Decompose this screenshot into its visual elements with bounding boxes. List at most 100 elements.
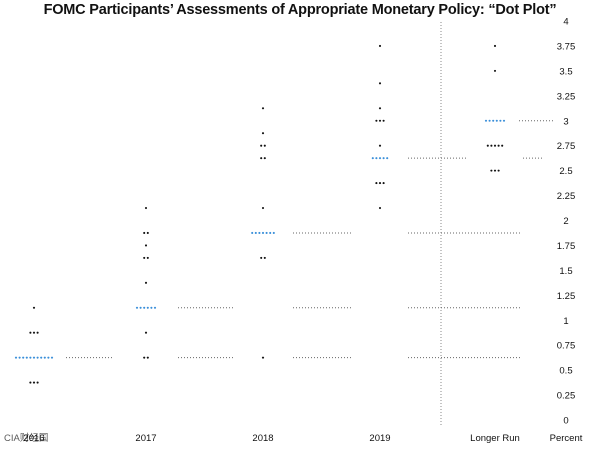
median-dot — [153, 306, 157, 309]
y-tick-label: 1.5 — [559, 266, 572, 277]
participant-dot — [263, 157, 266, 160]
participant-dot — [263, 256, 266, 259]
participant-dot — [146, 256, 149, 259]
participant-dot — [497, 169, 500, 172]
median-dot — [375, 157, 378, 160]
x-category-label: 2017 — [135, 433, 156, 444]
participant-dot — [378, 144, 382, 147]
median-dot — [484, 119, 488, 122]
participant-dot — [378, 107, 382, 110]
participant-dot — [501, 144, 504, 147]
participant-dot — [378, 82, 382, 85]
participant-dot — [261, 107, 265, 110]
x-category-label: Longer Run — [470, 433, 520, 444]
participant-dot — [32, 331, 36, 334]
median-dot — [371, 157, 374, 160]
participant-dot — [146, 356, 149, 359]
median-dot — [488, 119, 491, 122]
participant-dot — [260, 144, 263, 147]
y-tick-label: 4 — [563, 17, 568, 28]
participant-dot — [260, 157, 263, 160]
median-dot — [22, 356, 25, 359]
participant-dot — [378, 182, 382, 185]
median-dot — [146, 306, 149, 309]
participant-dot — [143, 231, 146, 235]
y-tick-label: 2 — [563, 216, 568, 227]
participant-dot — [497, 144, 500, 147]
y-tick-label: 2.5 — [559, 166, 572, 177]
x-category-label: 2018 — [252, 433, 273, 444]
participant-dot — [32, 306, 36, 309]
watermark-text: CIA财经国 — [4, 432, 48, 444]
median-dot — [261, 231, 265, 235]
y-tick-label: 1 — [563, 316, 568, 327]
participant-dot — [486, 144, 489, 147]
participant-dot — [382, 119, 385, 122]
participant-dot — [29, 331, 32, 334]
participant-dot — [375, 119, 378, 122]
median-dot — [43, 356, 46, 359]
participant-dot — [261, 132, 265, 135]
participant-dot — [493, 144, 497, 147]
participant-dot — [382, 182, 385, 185]
median-dot — [139, 306, 142, 309]
median-dot — [254, 231, 257, 235]
median-dot — [143, 306, 146, 309]
median-dot — [382, 157, 385, 160]
chart-title: FOMC Participants’ Assessments of Approp… — [43, 2, 557, 18]
y-tick-label: 3.25 — [557, 91, 576, 102]
median-dot — [50, 356, 54, 359]
participant-dot — [144, 281, 148, 284]
participant-dot — [32, 381, 36, 384]
participant-dot — [378, 206, 382, 210]
median-dot — [251, 231, 254, 235]
median-dot — [40, 356, 43, 359]
participant-dot — [261, 356, 265, 359]
participant-dot — [29, 381, 32, 384]
participant-dot — [263, 144, 266, 147]
median-dot — [502, 119, 506, 122]
median-dot — [29, 356, 32, 359]
x-category-label: 2016 — [23, 433, 44, 444]
participant-dot — [490, 144, 493, 147]
participant-dot — [36, 381, 39, 384]
participant-dot — [144, 331, 148, 334]
median-dot — [18, 356, 21, 359]
median-dot — [258, 231, 261, 235]
participant-dot — [493, 69, 497, 72]
y-tick-label: 1.25 — [557, 291, 576, 302]
y-tick-label: 3.5 — [559, 66, 572, 77]
participant-dot — [261, 206, 265, 210]
y-tick-label: 0.25 — [557, 391, 576, 402]
participant-dot — [144, 206, 148, 210]
median-dot — [14, 356, 18, 359]
participant-dot — [146, 231, 149, 235]
participant-dot — [143, 356, 146, 359]
median-dot — [265, 231, 268, 235]
participant-dot — [260, 256, 263, 259]
median-dot — [36, 356, 39, 359]
median-dot — [25, 356, 28, 359]
median-dot — [272, 231, 275, 235]
y-tick-label: 0.75 — [557, 341, 576, 352]
median-dot — [47, 356, 50, 359]
median-dot — [386, 157, 389, 160]
y-tick-label: 3.75 — [557, 41, 576, 52]
participant-dot — [144, 244, 148, 247]
y-tick-label: 1.75 — [557, 241, 576, 252]
participant-dot — [375, 182, 378, 185]
median-dot — [135, 306, 139, 309]
median-dot — [378, 157, 382, 160]
participant-dot — [493, 44, 497, 47]
participant-dot — [378, 44, 382, 47]
y-tick-label: 3 — [563, 116, 568, 127]
x-category-label: 2019 — [369, 433, 390, 444]
median-dot — [32, 356, 36, 359]
median-dot — [499, 119, 502, 122]
median-dot — [495, 119, 498, 122]
y-axis-unit-label: Percent — [550, 433, 583, 444]
participant-dot — [36, 331, 39, 334]
participant-dot — [490, 169, 493, 172]
participant-dot — [378, 119, 382, 122]
